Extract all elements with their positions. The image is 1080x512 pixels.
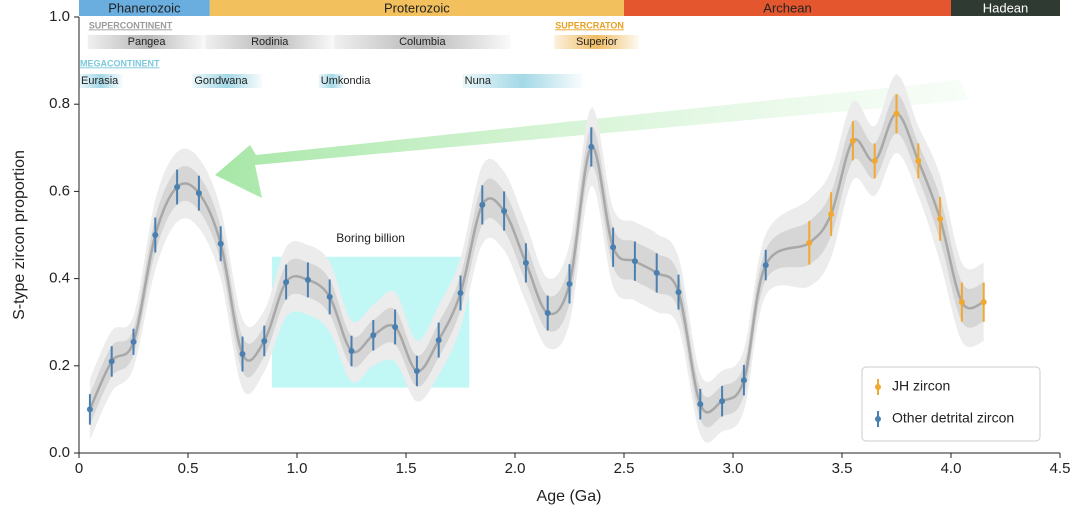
trend-arrow <box>215 80 968 198</box>
data-point <box>304 276 311 283</box>
x-axis-label: Age (Ga) <box>537 488 602 505</box>
data-point <box>501 208 508 215</box>
data-point <box>239 351 246 358</box>
period-bar <box>318 74 345 88</box>
legend-label: Other detrital zircon <box>892 410 1014 426</box>
y-tick-label: 0.4 <box>49 270 70 287</box>
data-point <box>544 310 551 317</box>
eon-label: Proterozoic <box>384 0 450 15</box>
data-point <box>566 280 573 287</box>
data-point <box>457 289 464 296</box>
legend-box <box>861 366 1041 442</box>
legend-marker <box>875 416 881 422</box>
eon-label: Phanerozoic <box>108 0 181 15</box>
eon-label: Archean <box>763 0 811 15</box>
period-bar <box>192 74 263 88</box>
y-tick-label: 0.6 <box>49 182 70 199</box>
legend-label: JH zircon <box>892 378 950 394</box>
eon-band <box>951 0 1060 16</box>
period-label: Columbia <box>399 36 446 48</box>
eon-band <box>209 0 625 16</box>
x-tick-label: 1.5 <box>396 460 417 477</box>
data-point <box>588 143 595 150</box>
uncertainty-band <box>89 74 984 443</box>
eon-band <box>79 0 210 16</box>
data-point <box>719 398 726 405</box>
period-bar <box>554 35 640 49</box>
data-point <box>217 240 224 247</box>
data-point <box>130 338 137 345</box>
data-point <box>86 406 93 413</box>
data-point <box>283 279 290 286</box>
y-axis-label: S-type zircon proportion <box>11 150 28 320</box>
period-label: Gondwana <box>194 75 248 87</box>
period-label: Rodinia <box>251 36 289 48</box>
eon-band <box>624 0 951 16</box>
trend-line <box>88 112 985 414</box>
data-point <box>392 323 399 330</box>
legend-marker <box>875 384 881 390</box>
data-point <box>108 358 115 365</box>
x-tick-label: 0.5 <box>178 460 199 477</box>
data-point <box>435 337 442 344</box>
y-tick-label: 0.8 <box>49 95 70 112</box>
period-bar <box>87 35 206 49</box>
data-point <box>806 239 813 246</box>
data-point <box>610 244 617 251</box>
data-point <box>762 262 769 269</box>
data-point <box>631 258 638 265</box>
data-point <box>893 110 900 117</box>
group-title: MEGACONTINENT <box>80 58 160 68</box>
eon-label: Hadean <box>983 0 1029 15</box>
data-point <box>479 201 486 208</box>
y-tick-label: 1.0 <box>49 8 70 25</box>
period-label: Eurasia <box>81 75 119 87</box>
x-tick-label: 2.5 <box>614 460 635 477</box>
data-point <box>348 347 355 354</box>
data-point <box>326 293 333 300</box>
data-point <box>740 377 747 384</box>
y-tick-label: 0.2 <box>49 357 70 374</box>
data-point <box>849 137 856 144</box>
data-point <box>871 157 878 164</box>
period-bar <box>79 74 123 88</box>
data-point <box>413 368 420 375</box>
data-point <box>937 215 944 222</box>
uncertainty-band <box>89 94 984 428</box>
x-tick-label: 4.0 <box>941 460 962 477</box>
data-point <box>261 337 268 344</box>
data-point <box>522 259 529 266</box>
period-label: Pangea <box>128 36 167 48</box>
data-point <box>980 299 987 306</box>
period-label: Superior <box>576 36 618 48</box>
x-tick-label: 4.5 <box>1050 460 1071 477</box>
data-point <box>174 184 181 191</box>
y-tick-label: 0.0 <box>49 444 70 461</box>
period-label: Umkondia <box>321 75 371 87</box>
data-point <box>915 157 922 164</box>
x-tick-label: 0 <box>75 460 83 477</box>
data-point <box>195 190 202 197</box>
period-label: Nuna <box>465 75 492 87</box>
annotation-label: Boring billion <box>336 231 405 245</box>
data-point <box>653 269 660 276</box>
x-tick-label: 2.0 <box>505 460 526 477</box>
x-tick-label: 3.0 <box>723 460 744 477</box>
data-point <box>958 299 965 306</box>
period-bar <box>205 35 335 49</box>
group-title: SUPERCONTINENT <box>89 20 173 30</box>
data-point <box>697 401 704 408</box>
x-tick-label: 3.5 <box>832 460 853 477</box>
period-bar <box>462 74 583 88</box>
data-point <box>370 332 377 339</box>
period-bar <box>334 35 511 49</box>
x-tick-label: 1.0 <box>287 460 308 477</box>
group-title: SUPERCRATON <box>555 20 624 30</box>
data-point <box>828 211 835 218</box>
data-point <box>675 289 682 296</box>
data-point <box>152 232 159 238</box>
